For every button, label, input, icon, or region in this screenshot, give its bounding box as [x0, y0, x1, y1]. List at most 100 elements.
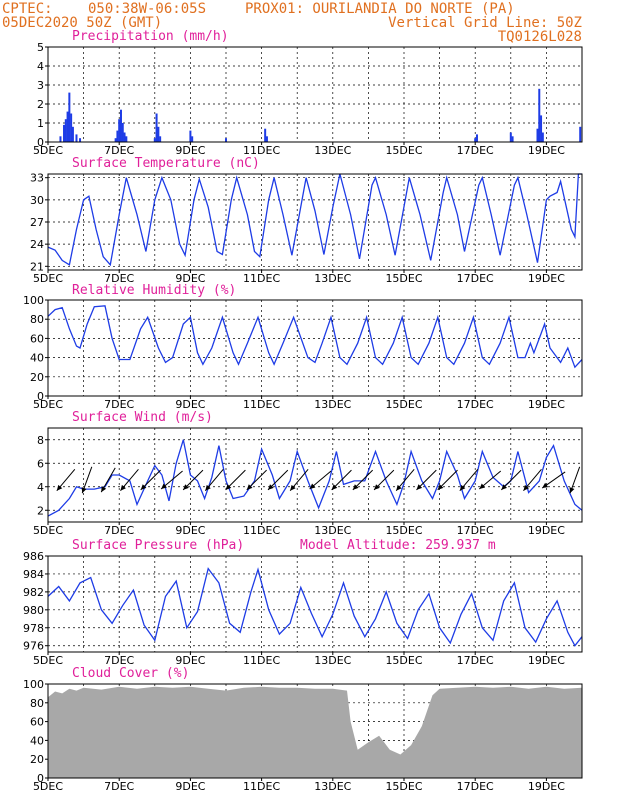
- precip-bar: [64, 119, 67, 142]
- precip-bar: [157, 126, 160, 142]
- temp-xtick-label: 11DEC: [243, 272, 280, 285]
- wind-arrow: [267, 469, 289, 491]
- rh-xtick-label: 5DEC: [33, 398, 63, 411]
- precip-bar: [509, 132, 512, 142]
- wind-arrow: [225, 469, 246, 491]
- precip-bar: [536, 128, 539, 142]
- header-date: 05DEC2020 50Z (GMT): [2, 15, 162, 31]
- pressure-xtick-label: 15DEC: [385, 654, 422, 667]
- precip-ytick-label: 4: [37, 60, 44, 73]
- cloud-title: Cloud Cover (%): [72, 666, 189, 681]
- cloud-ytick-label: 80: [30, 697, 44, 710]
- cloud-xtick-label: 9DEC: [175, 780, 205, 793]
- cloud-xtick-label: 13DEC: [314, 780, 351, 793]
- wind-arrow: [204, 468, 224, 492]
- cloud-ytick-label: 100: [23, 678, 44, 691]
- wind-arrow: [289, 468, 309, 492]
- header-grid-note: Vertical Grid Line: 50Z: [388, 15, 582, 31]
- cloud-xtick-label: 19DEC: [528, 780, 565, 793]
- wind-arrow: [437, 469, 458, 491]
- wind-arrow: [140, 469, 161, 491]
- precip-bar: [225, 138, 227, 142]
- wind-series-line: [47, 439, 583, 517]
- temp-xtick-label: 13DEC: [314, 272, 351, 285]
- precip-bar: [59, 136, 62, 142]
- rh-ytick-label: 60: [30, 332, 44, 345]
- precip-bar: [159, 136, 162, 142]
- wind-xtick-label: 17DEC: [457, 524, 494, 537]
- precip-bar: [70, 113, 73, 142]
- precip-bar: [66, 111, 69, 142]
- rh-xtick-label: 13DEC: [314, 398, 351, 411]
- precip-bar: [71, 126, 74, 142]
- wind-ytick-label: 2: [37, 504, 44, 517]
- precip-bar: [511, 136, 514, 142]
- cloud-area: [48, 686, 582, 778]
- cloud-ytick-label: 60: [30, 716, 44, 729]
- wind-xtick-label: 5DEC: [33, 524, 63, 537]
- rh-ytick-label: 20: [30, 371, 44, 384]
- pressure-xtick-label: 9DEC: [175, 654, 205, 667]
- wind-arrow: [56, 468, 76, 492]
- pressure-series-line: [47, 567, 583, 647]
- rh-title: Relative Humidity (%): [72, 283, 236, 298]
- precip-bar: [153, 138, 156, 142]
- rh-xtick-label: 7DEC: [104, 398, 134, 411]
- header-run-id: TQ0126L028: [498, 29, 582, 45]
- wind-arrow: [416, 469, 437, 491]
- precip-xtick-label: 9DEC: [175, 144, 205, 157]
- cloud-xtick-label: 7DEC: [104, 780, 134, 793]
- wind-arrow: [120, 468, 139, 492]
- wind-xtick-label: 7DEC: [104, 524, 134, 537]
- wind-arrow: [523, 468, 542, 492]
- precip-bar: [79, 138, 82, 142]
- precip-bar: [265, 136, 268, 142]
- temp-title: Surface Temperature (nC): [72, 156, 260, 171]
- wind-ytick-label: 8: [37, 434, 44, 447]
- pressure-annotation: Model Altitude: 259.937 m: [300, 538, 496, 553]
- temp-ytick-label: 27: [30, 216, 44, 229]
- header-location: PROX01: OURILANDIA DO NORTE (PA): [245, 1, 515, 17]
- precip-xtick-label: 17DEC: [457, 144, 494, 157]
- precip-bar: [538, 88, 541, 142]
- rh-ytick-label: 0: [37, 390, 44, 403]
- wind-xtick-label: 15DEC: [385, 524, 422, 537]
- temp-xtick-label: 9DEC: [175, 272, 205, 285]
- precip-xtick-label: 7DEC: [104, 144, 134, 157]
- precip-bar: [125, 136, 128, 142]
- rh-xtick-label: 19DEC: [528, 398, 565, 411]
- cloud-xtick-label: 5DEC: [33, 780, 63, 793]
- wind-xtick-label: 11DEC: [243, 524, 280, 537]
- wind-arrow: [100, 467, 116, 493]
- wind-arrow: [500, 469, 522, 491]
- precip-ytick-label: 2: [37, 98, 44, 111]
- rh-series-line: [47, 305, 583, 369]
- precip-bar: [155, 113, 158, 142]
- precip-bar: [191, 136, 194, 142]
- precip-bar: [75, 134, 78, 142]
- precip-bar: [189, 130, 192, 142]
- precip-bar: [579, 126, 582, 142]
- pressure-xtick-label: 13DEC: [314, 654, 351, 667]
- cloud-xtick-label: 15DEC: [385, 780, 422, 793]
- precip-bar: [119, 109, 122, 142]
- precip-frame: [47, 46, 583, 143]
- temp-xtick-label: 19DEC: [528, 272, 565, 285]
- wind-xtick-label: 9DEC: [175, 524, 205, 537]
- panel-temp: Surface Temperature (nC) 21 24 27 30 33 5DEC 7D…: [30, 156, 583, 285]
- wind-arrow: [478, 470, 502, 490]
- temp-xtick-label: 7DEC: [104, 272, 134, 285]
- pressure-ytick-label: 986: [23, 550, 44, 563]
- precip-bar: [114, 138, 117, 142]
- pressure-xtick-label: 11DEC: [243, 654, 280, 667]
- cloud-xtick-label: 11DEC: [243, 780, 280, 793]
- wind-arrow: [246, 469, 267, 491]
- precip-ytick-label: 5: [37, 41, 44, 54]
- cloud-ytick-label: 0: [37, 772, 44, 785]
- wind-xtick-label: 19DEC: [528, 524, 565, 537]
- cloud-xtick-label: 17DEC: [457, 780, 494, 793]
- wind-arrow: [81, 466, 93, 494]
- precip-xtick-label: 15DEC: [385, 144, 422, 157]
- precip-bar: [475, 134, 478, 142]
